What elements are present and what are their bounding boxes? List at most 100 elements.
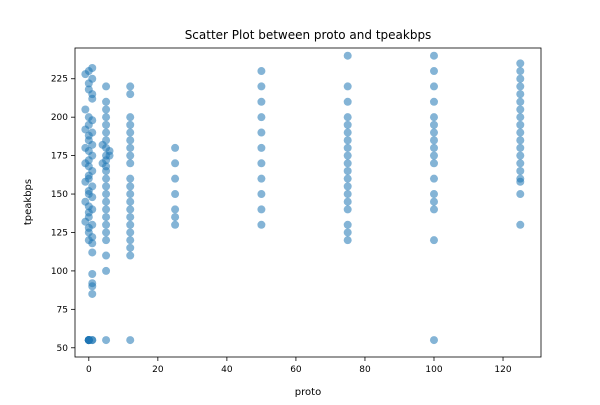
scatter-point xyxy=(102,228,111,237)
points-layer xyxy=(81,51,525,345)
scatter-point xyxy=(105,151,114,160)
scatter-point xyxy=(516,90,525,99)
scatter-point xyxy=(102,236,111,245)
scatter-point xyxy=(429,128,438,137)
scatter-point xyxy=(429,151,438,160)
scatter-point xyxy=(126,136,135,145)
scatter-point xyxy=(516,120,525,129)
scatter-point xyxy=(429,113,438,122)
scatter-point xyxy=(516,166,525,175)
scatter-point xyxy=(81,125,90,134)
scatter-point xyxy=(257,205,266,214)
scatter-point xyxy=(81,217,90,226)
scatter-point xyxy=(516,97,525,106)
scatter-point xyxy=(88,140,97,149)
scatter-point xyxy=(257,113,266,122)
scatter-point xyxy=(343,166,352,175)
scatter-point xyxy=(429,136,438,145)
x-tick-label: 80 xyxy=(359,365,371,375)
scatter-point xyxy=(102,174,111,183)
scatter-point xyxy=(257,159,266,168)
scatter-point xyxy=(343,82,352,91)
scatter-point xyxy=(171,174,180,183)
y-tick-label: 175 xyxy=(51,152,68,162)
scatter-point xyxy=(88,269,97,278)
chart-title: Scatter Plot between proto and tpeakbps xyxy=(185,28,432,42)
scatter-point xyxy=(126,251,135,260)
scatter-point xyxy=(126,159,135,168)
scatter-point xyxy=(343,228,352,237)
y-tick-label: 100 xyxy=(51,267,68,277)
x-tick-label: 40 xyxy=(221,365,233,375)
scatter-point xyxy=(343,113,352,122)
scatter-point xyxy=(126,243,135,252)
y-axis-ticks: 50 75 100 125 150 175 200 225 xyxy=(51,75,75,354)
scatter-point xyxy=(126,190,135,199)
scatter-point xyxy=(516,74,525,83)
y-tick-label: 150 xyxy=(51,190,68,200)
scatter-point xyxy=(102,251,111,260)
scatter-point xyxy=(516,177,525,186)
y-tick-label: 75 xyxy=(57,305,68,315)
scatter-point xyxy=(343,205,352,214)
scatter-point xyxy=(429,120,438,129)
scatter-point xyxy=(81,70,90,79)
scatter-point xyxy=(171,159,180,168)
scatter-point xyxy=(516,59,525,68)
scatter-point xyxy=(257,82,266,91)
scatter-point xyxy=(429,174,438,183)
scatter-point xyxy=(126,197,135,206)
x-axis-label: proto xyxy=(295,387,321,398)
scatter-point xyxy=(102,220,111,229)
scatter-point xyxy=(171,143,180,152)
scatter-point xyxy=(343,159,352,168)
scatter-point xyxy=(343,220,352,229)
scatter-point xyxy=(102,97,111,106)
scatter-point xyxy=(126,220,135,229)
scatter-point xyxy=(126,228,135,237)
scatter-point xyxy=(102,213,111,222)
scatter-point xyxy=(516,82,525,91)
scatter-point xyxy=(98,140,107,149)
scatter-point xyxy=(102,182,111,191)
x-tick-label: 120 xyxy=(494,365,511,375)
scatter-point xyxy=(126,120,135,129)
scatter-point xyxy=(88,289,97,298)
scatter-point xyxy=(102,105,111,114)
scatter-point xyxy=(257,143,266,152)
scatter-point xyxy=(98,159,107,168)
scatter-point xyxy=(81,105,90,114)
scatter-point xyxy=(516,220,525,229)
scatter-point xyxy=(343,174,352,183)
scatter-point xyxy=(429,190,438,199)
scatter-point xyxy=(429,51,438,60)
scatter-point xyxy=(516,159,525,168)
scatter-point xyxy=(343,236,352,245)
scatter-point xyxy=(102,128,111,137)
scatter-point xyxy=(257,97,266,106)
scatter-point xyxy=(516,151,525,160)
scatter-point xyxy=(429,236,438,245)
scatter-point xyxy=(126,174,135,183)
scatter-point xyxy=(343,182,352,191)
scatter-point xyxy=(88,282,97,291)
scatter-point xyxy=(343,190,352,199)
y-tick-label: 50 xyxy=(57,344,69,354)
scatter-point xyxy=(257,190,266,199)
y-tick-label: 225 xyxy=(51,75,68,85)
scatter-point xyxy=(429,143,438,152)
scatter-point xyxy=(257,220,266,229)
scatter-point xyxy=(126,236,135,245)
scatter-point xyxy=(102,336,111,345)
scatter-point xyxy=(516,190,525,199)
scatter-point xyxy=(429,159,438,168)
scatter-point xyxy=(429,205,438,214)
scatter-point xyxy=(516,128,525,137)
scatter-point xyxy=(88,63,97,72)
scatter-point xyxy=(126,113,135,122)
x-tick-label: 60 xyxy=(290,365,302,375)
scatter-point xyxy=(516,143,525,152)
scatter-point xyxy=(126,205,135,214)
scatter-point xyxy=(126,82,135,91)
scatter-point xyxy=(429,67,438,76)
